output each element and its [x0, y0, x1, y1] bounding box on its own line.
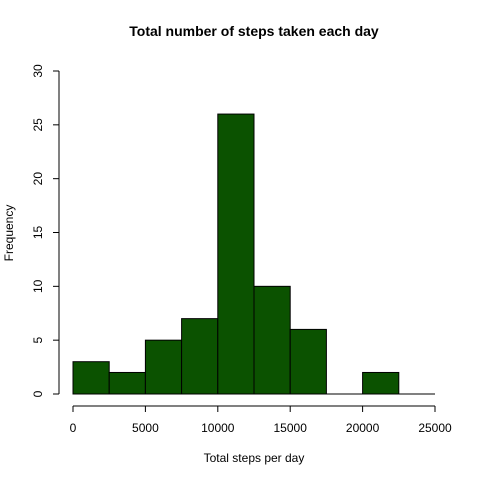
x-tick-label: 0	[70, 421, 77, 435]
y-tick-label: 20	[31, 172, 45, 186]
x-tick-label: 20000	[346, 421, 380, 435]
x-axis: 0 5000 10000 15000 20000 25000	[70, 405, 452, 435]
y-tick-label: 30	[31, 64, 45, 78]
histogram-bar	[108, 371, 146, 395]
histogram-bar	[253, 285, 291, 395]
y-axis-label: Frequency	[2, 205, 16, 262]
x-tick-label: 25000	[418, 421, 452, 435]
x-tick-label: 5000	[132, 421, 159, 435]
x-tick-label: 15000	[274, 421, 308, 435]
histogram-bar	[362, 371, 400, 395]
y-tick-label: 15	[31, 226, 45, 240]
x-tick-label: 10000	[201, 421, 235, 435]
y-tick-label: 25	[31, 118, 45, 132]
histogram-bar	[181, 318, 219, 395]
y-tick-label: 5	[31, 337, 45, 344]
histogram-bar	[72, 361, 110, 395]
y-tick-label: 0	[31, 390, 45, 397]
histogram-bar	[144, 339, 183, 395]
y-tick-label: 10	[31, 279, 45, 293]
y-axis: 0 5 10 15 20 25 30	[31, 64, 60, 397]
histogram-bar	[289, 328, 327, 395]
x-axis-label: Total steps per day	[204, 451, 305, 465]
chart-title: Total number of steps taken each day	[129, 23, 379, 39]
bars-group	[72, 113, 435, 395]
histogram-bar	[217, 113, 255, 395]
